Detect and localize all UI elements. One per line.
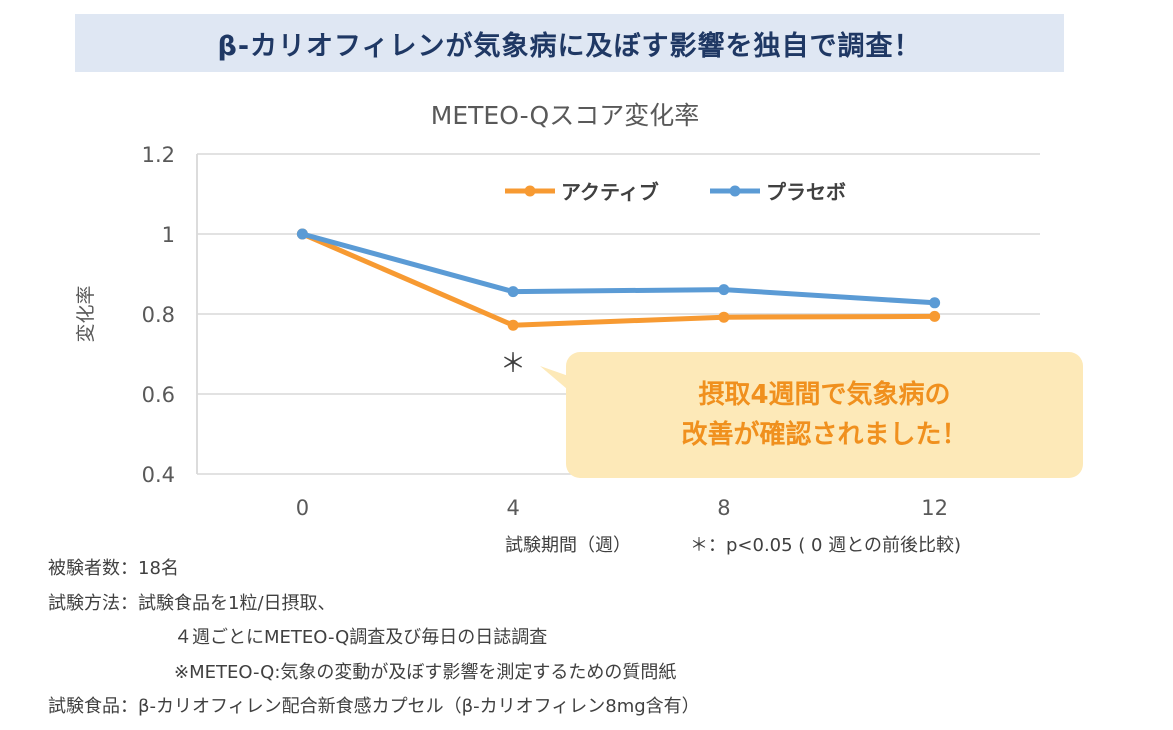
legend-label: プラセボ: [766, 180, 846, 204]
series-line-0: [301, 231, 935, 328]
legend-marker: [729, 185, 741, 197]
title-banner: β-カリオフィレンが気象病に及ぼす影響を独自で調査！: [75, 14, 1064, 72]
data-point: [507, 319, 519, 331]
y-tick-label: 1.2: [142, 143, 175, 167]
banner-title: β-カリオフィレンが気象病に及ぼす影響を独自で調査！: [217, 30, 922, 62]
x-axis-label: 試験期間（週）: [505, 535, 631, 556]
x-tick-label: 4: [506, 496, 519, 520]
note-meteo-q: ※METEO-Q:気象の変動が及ぼす影響を測定するための質問紙: [174, 661, 677, 683]
x-tick-label: 8: [717, 496, 730, 520]
data-point: [718, 284, 730, 296]
data-point: [507, 286, 519, 298]
study-notes: 被験者数：18名 試験方法：試験食品を1粒/日摂取、 ４週ごとにMETEO-Q調…: [48, 552, 700, 725]
y-tick-label: 0.6: [142, 383, 175, 407]
data-point: [929, 310, 941, 322]
note-subjects: 被験者数：18名: [48, 558, 179, 579]
note-test-food: 試験食品：β-カリオフィレン配合新食感カプセル（β-カリオフィレン8mg含有）: [48, 696, 700, 717]
series-line-1: [301, 231, 935, 306]
x-tick-label: 12: [921, 496, 948, 520]
y-tick-label: 1: [162, 223, 175, 247]
significance-mark: ＊: [500, 349, 526, 379]
callout-box: 摂取4週間で気象病の 改善が確認されました！: [566, 352, 1083, 478]
y-axis-label: 変化率: [75, 285, 97, 342]
x-tick-label: 0: [296, 496, 309, 520]
y-tick-label: 0.8: [142, 303, 175, 327]
callout-line-1: 摂取4週間で気象病の: [698, 380, 951, 410]
significance-note: ＊：p<0.05 ( 0 週との前後比較): [690, 535, 961, 556]
y-tick-label: 0.4: [142, 463, 175, 487]
data-point: [296, 228, 308, 240]
legend-marker: [524, 185, 536, 197]
note-method: 試験方法：試験食品を1粒/日摂取、: [48, 592, 336, 614]
data-point: [718, 311, 730, 323]
data-point: [929, 297, 941, 309]
note-method-detail: ４週ごとにMETEO-Q調査及び毎日の日誌調査: [174, 627, 548, 648]
callout-line-2: 改善が確認されました！: [681, 420, 968, 450]
legend-label: アクティブ: [561, 180, 659, 204]
chart-title: METEO-Qスコア変化率: [431, 101, 699, 130]
